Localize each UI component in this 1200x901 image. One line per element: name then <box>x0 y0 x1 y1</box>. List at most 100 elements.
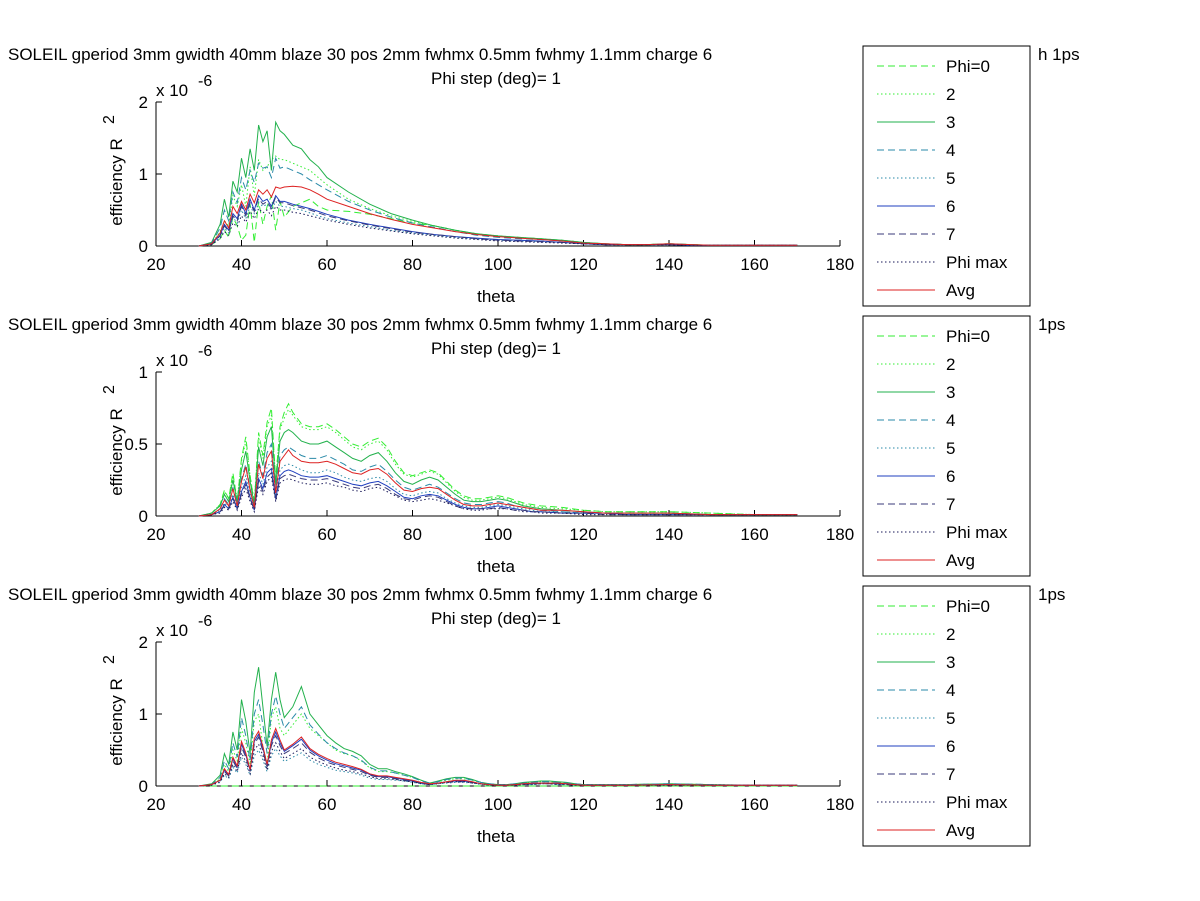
chart-panel-1: SOLEIL gperiod 3mm gwidth 40mm blaze 30 … <box>8 45 1080 307</box>
legend-box <box>862 315 1031 577</box>
legend-entry-label: Phi=0 <box>946 57 990 76</box>
chart-title-tail: 1ps <box>1038 315 1065 334</box>
legend-entry-label: Avg <box>946 551 975 570</box>
legend-entry-label: Phi max <box>946 793 1008 812</box>
series-line-avg <box>198 185 798 247</box>
x-tick-label: 160 <box>740 255 768 274</box>
chart-panel-2: SOLEIL gperiod 3mm gwidth 40mm blaze 30 … <box>8 315 1065 577</box>
y-multiplier: x 10 <box>156 621 188 640</box>
y-multiplier: x 10 <box>156 81 188 100</box>
series-line-5 <box>198 747 798 787</box>
legend-entry-label: 2 <box>946 625 955 644</box>
x-tick-label: 180 <box>826 525 854 544</box>
y-tick-label: 2 <box>139 633 148 652</box>
x-tick-label: 20 <box>147 525 166 544</box>
x-tick-label: 140 <box>655 255 683 274</box>
y-axis-label-group: efficiency R 2 <box>101 115 126 226</box>
series-line-3 <box>198 426 798 517</box>
chart-subtitle: Phi step (deg)= 1 <box>431 339 561 358</box>
legend-entry-label: 7 <box>946 225 955 244</box>
legend-entry-label: 6 <box>946 197 955 216</box>
legend-entry-label: 5 <box>946 439 955 458</box>
chart-subtitle: Phi step (deg)= 1 <box>431 609 561 628</box>
x-tick-label: 140 <box>655 525 683 544</box>
legend-entry-label: 3 <box>946 653 955 672</box>
legend-box <box>862 585 1031 847</box>
legend-entry-label: 4 <box>946 411 955 430</box>
x-tick-label: 160 <box>740 795 768 814</box>
series-line-6 <box>198 467 798 517</box>
x-tick-label: 80 <box>403 795 422 814</box>
x-tick-label: 160 <box>740 525 768 544</box>
series-line-6 <box>198 730 798 787</box>
legend-entry-label: 4 <box>946 141 955 160</box>
x-tick-label: 100 <box>484 525 512 544</box>
legend-entry-label: 5 <box>946 709 955 728</box>
y-multiplier-exponent: -6 <box>198 73 212 90</box>
legend-box <box>862 45 1031 307</box>
y-axis-label-superscript: 2 <box>101 655 118 664</box>
x-tick-label: 180 <box>826 255 854 274</box>
legend-entry-label: Avg <box>946 821 975 840</box>
chart-panel-3: SOLEIL gperiod 3mm gwidth 40mm blaze 30 … <box>8 585 1065 847</box>
y-multiplier-exponent: -6 <box>198 343 212 360</box>
legend-entry-label: 7 <box>946 765 955 784</box>
series-line-4 <box>198 156 798 247</box>
x-axis-label: theta <box>477 287 515 306</box>
x-tick-label: 100 <box>484 255 512 274</box>
y-tick-label: 1 <box>139 165 148 184</box>
series-line-avg <box>198 448 798 517</box>
x-tick-label: 60 <box>318 255 337 274</box>
x-tick-label: 40 <box>232 525 251 544</box>
x-tick-label: 100 <box>484 795 512 814</box>
series-line-2 <box>198 408 798 517</box>
y-axis-label-superscript: 2 <box>101 385 118 394</box>
series-line-5 <box>198 200 798 247</box>
x-tick-label: 60 <box>318 795 337 814</box>
y-multiplier: x 10 <box>156 351 188 370</box>
legend-entry-label: Phi=0 <box>946 327 990 346</box>
series-line-7 <box>198 734 798 787</box>
legend-entry-label: 4 <box>946 681 955 700</box>
series-line-3 <box>198 667 798 787</box>
y-tick-label: 0 <box>139 777 148 796</box>
x-axis-label: theta <box>477 827 515 846</box>
legend-entry-label: 6 <box>946 467 955 486</box>
series-line-7 <box>198 471 798 517</box>
x-tick-label: 20 <box>147 255 166 274</box>
chart-title: SOLEIL gperiod 3mm gwidth 40mm blaze 30 … <box>8 315 712 334</box>
series-line-phi-max <box>198 741 798 787</box>
legend-entry-label: 2 <box>946 355 955 374</box>
y-axis-label-group: efficiency R 2 <box>101 655 126 766</box>
chart-title: SOLEIL gperiod 3mm gwidth 40mm blaze 30 … <box>8 45 712 64</box>
legend-entry-label: Phi max <box>946 253 1008 272</box>
x-axis-label: theta <box>477 557 515 576</box>
series-line-phi-0 <box>198 402 798 517</box>
y-axis-label: efficiency R <box>107 678 126 766</box>
x-tick-label: 40 <box>232 795 251 814</box>
legend-entry-label: 6 <box>946 737 955 756</box>
y-tick-label: 0 <box>139 507 148 526</box>
y-tick-label: 1 <box>139 363 148 382</box>
legend-entry-label: Avg <box>946 281 975 300</box>
x-tick-label: 20 <box>147 795 166 814</box>
y-axis-label-superscript: 2 <box>101 115 118 124</box>
y-multiplier-exponent: -6 <box>198 613 212 630</box>
x-tick-label: 140 <box>655 795 683 814</box>
series-line-3 <box>198 120 798 247</box>
legend-entry-label: 3 <box>946 383 955 402</box>
x-tick-label: 180 <box>826 795 854 814</box>
series-line-avg <box>198 726 798 787</box>
series-line-4 <box>198 695 798 787</box>
legend-entry-label: 5 <box>946 169 955 188</box>
x-tick-label: 40 <box>232 255 251 274</box>
x-tick-label: 120 <box>569 795 597 814</box>
x-tick-label: 120 <box>569 525 597 544</box>
x-tick-label: 80 <box>403 255 422 274</box>
x-tick-label: 120 <box>569 255 597 274</box>
legend-entry-label: Phi max <box>946 523 1008 542</box>
chart-title-tail: h 1ps <box>1038 45 1080 64</box>
x-tick-label: 80 <box>403 525 422 544</box>
legend-entry-label: Phi=0 <box>946 597 990 616</box>
